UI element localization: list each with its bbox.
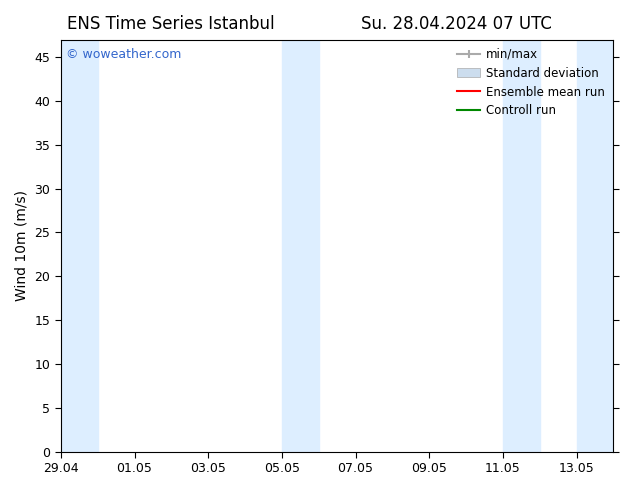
Text: © woweather.com: © woweather.com xyxy=(67,48,182,61)
Bar xyxy=(282,40,319,452)
Text: Su. 28.04.2024 07 UTC: Su. 28.04.2024 07 UTC xyxy=(361,15,552,33)
Text: ENS Time Series Istanbul: ENS Time Series Istanbul xyxy=(67,15,275,33)
Y-axis label: Wind 10m (m/s): Wind 10m (m/s) xyxy=(15,190,29,301)
Legend: min/max, Standard deviation, Ensemble mean run, Controll run: min/max, Standard deviation, Ensemble me… xyxy=(452,43,610,122)
Bar xyxy=(61,40,98,452)
Bar xyxy=(576,40,614,452)
Bar xyxy=(503,40,540,452)
